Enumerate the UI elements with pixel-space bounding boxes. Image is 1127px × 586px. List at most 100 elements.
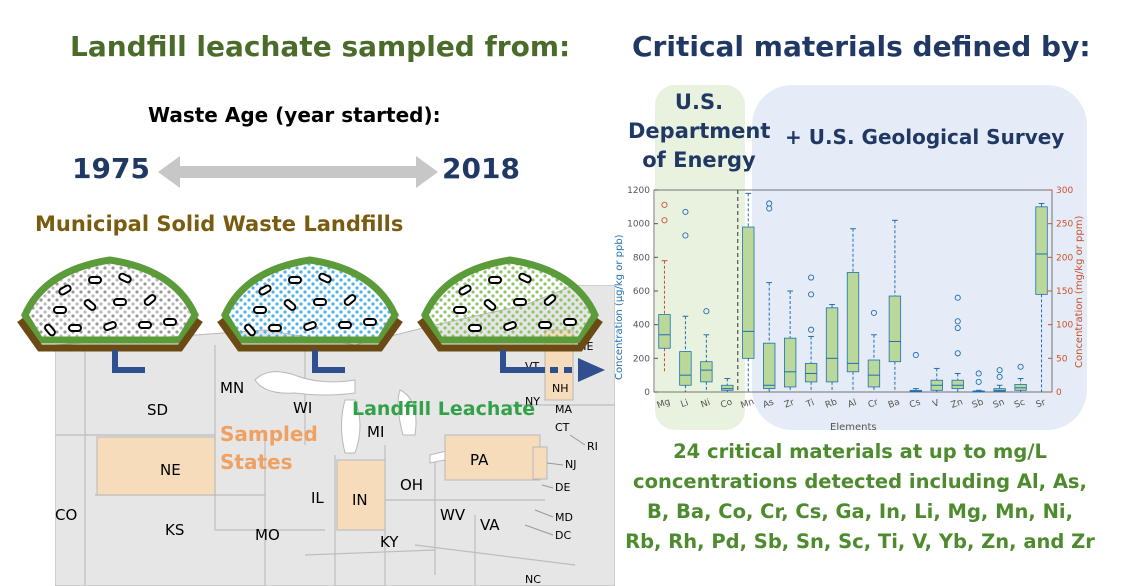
- state-label: MA: [555, 403, 572, 416]
- outlier-point: [703, 308, 710, 315]
- state-label: KS: [165, 521, 184, 539]
- box-mn: [742, 226, 755, 359]
- box-rb: [825, 307, 839, 383]
- doe-line-3: of Energy: [642, 148, 756, 172]
- x-axis-label: Elements: [830, 422, 877, 433]
- msw-landfills-label: Municipal Solid Waste Landfills: [35, 212, 404, 236]
- box-plot-chart: 0 200 400 600 800 1000 1200 0 50 100 150 200 250 300 M…: [614, 186, 1085, 433]
- x-tick-label: Sr: [1035, 398, 1048, 411]
- summary-line-3: B, Ba, Co, Cr, Cs, Ga, In, Li, Mg, Mn, N…: [646, 500, 1073, 523]
- outlier-point: [808, 274, 815, 281]
- landfill-leachate-label: Landfill Leachate: [352, 398, 536, 420]
- x-tick-label: Co: [719, 397, 734, 411]
- state-label: DE: [555, 481, 570, 494]
- box-zn: [951, 379, 964, 390]
- landfill-illustrations: [17, 256, 605, 382]
- state-label: MD: [555, 511, 573, 524]
- x-tick-label: Al: [847, 398, 859, 410]
- landfill-1975: [17, 256, 203, 373]
- double-arrow-icon: [158, 156, 438, 188]
- state-label: NJ: [565, 458, 576, 471]
- state-label: IL: [311, 489, 324, 507]
- summary-line-2: concentrations detected including Al, As…: [633, 470, 1087, 493]
- x-tick-label: Cs: [908, 397, 922, 410]
- year-end: 2018: [442, 152, 520, 185]
- box-mg: [658, 314, 671, 349]
- box-al: [846, 272, 860, 373]
- box-li: [679, 351, 692, 386]
- left-title: Landfill leachate sampled from:: [70, 30, 571, 63]
- sampled-line: Sampled: [220, 422, 318, 446]
- y-right-tick-label: 300: [1056, 186, 1073, 196]
- outlier-point: [808, 326, 815, 333]
- state-label: CT: [555, 421, 570, 434]
- states-line: States: [220, 450, 293, 474]
- state-label: WI: [293, 399, 312, 417]
- state-label: WV: [440, 506, 466, 524]
- doe-label: U.S. Department of Energy: [628, 88, 770, 175]
- x-tick-label: Mn: [740, 397, 756, 411]
- outlier-point: [766, 200, 773, 207]
- state-label: KY: [380, 533, 399, 551]
- x-tick-label: Ba: [887, 397, 901, 410]
- state-pa: [444, 434, 541, 481]
- state-ne: [96, 436, 216, 496]
- doe-panel: [655, 85, 745, 430]
- x-tick-label: V: [931, 398, 941, 410]
- outlier-point: [1017, 363, 1024, 370]
- waste-age-label: Waste Age (year started):: [148, 103, 441, 127]
- box-ti: [804, 362, 818, 383]
- box-ni: [700, 361, 713, 383]
- outlier-point: [996, 367, 1003, 374]
- usgs-label: + U.S. Geological Survey: [785, 125, 1065, 149]
- x-tick-label: Ti: [804, 398, 816, 410]
- x-tick-label: Mg: [656, 397, 672, 411]
- x-tick-label: Sc: [1013, 398, 1026, 411]
- box-as: [763, 342, 776, 390]
- state-label: NE: [160, 461, 181, 479]
- y-right-tick-label: 100: [1056, 321, 1073, 331]
- outlier-point: [954, 350, 961, 357]
- outlier-point: [682, 232, 689, 239]
- box-ba: [888, 295, 902, 363]
- y-axis-right-label: Concentration (mg/kg or ppm): [1074, 216, 1085, 368]
- state-label: MI: [367, 423, 384, 441]
- outlier-point: [766, 205, 773, 212]
- outlier-point: [682, 208, 689, 215]
- outlier-point: [954, 294, 961, 301]
- outlier-point: [808, 291, 815, 298]
- y-right-tick-label: 150: [1056, 287, 1073, 297]
- state-label: CO: [55, 506, 77, 524]
- state-label: IN: [352, 491, 368, 509]
- box-sr: [1035, 206, 1048, 295]
- y-axis-left-label: Concentration (μg/kg or ppb): [614, 234, 625, 380]
- x-tick-label: Zn: [950, 397, 965, 410]
- box-co: [721, 384, 734, 391]
- state-label: SD: [147, 401, 168, 419]
- right-title: Critical materials defined by:: [632, 30, 1091, 63]
- x-tick-label: As: [762, 397, 776, 410]
- state-label: OH: [400, 476, 423, 494]
- state-label: RI: [587, 440, 598, 453]
- doe-line-2: Department: [628, 119, 771, 143]
- state-in: [336, 459, 386, 531]
- state-label: PA: [470, 451, 489, 469]
- summary-line-1: 24 critical materials at up to mg/L: [673, 440, 1047, 463]
- y-right-tick-label: 50: [1056, 354, 1068, 364]
- outlier-point: [975, 370, 982, 377]
- x-tick-label: Zr: [783, 398, 796, 411]
- outlier-point: [996, 373, 1003, 380]
- summary-line-4: Rb, Rh, Pd, Sb, Sn, Sc, Ti, V, Yb, Zn, a…: [625, 530, 1095, 553]
- state-label: MN: [220, 379, 244, 397]
- state-nj: [532, 446, 548, 480]
- sampled-states-label: Sampled States: [220, 420, 318, 476]
- y-right-tick-label: 200: [1056, 253, 1073, 263]
- x-tick-label: Ni: [700, 398, 712, 411]
- outlier-point: [661, 217, 668, 224]
- y-left-tick-label: 200: [633, 354, 650, 364]
- box-zr: [783, 337, 797, 388]
- outlier-point: [954, 318, 961, 325]
- x-tick-label: Sb: [971, 397, 985, 410]
- state-label: DC: [555, 529, 571, 542]
- y-right-tick-label: 250: [1056, 220, 1073, 230]
